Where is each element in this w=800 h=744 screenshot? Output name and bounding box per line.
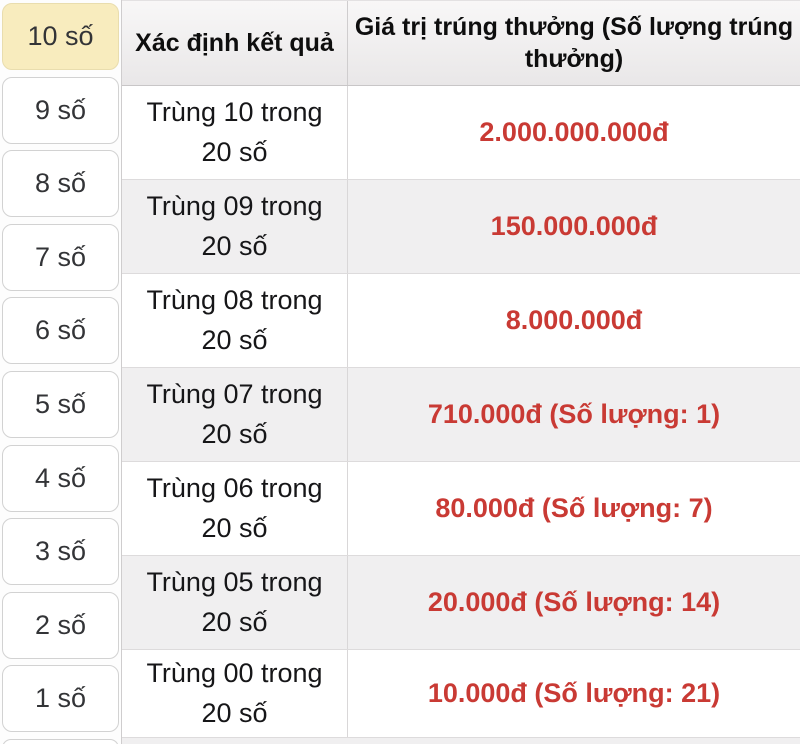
- header-match-column: Xác định kết quả: [122, 1, 348, 85]
- sidebar-item-3-so[interactable]: 3 số: [2, 518, 119, 586]
- header-prize-column: Giá trị trúng thưởng (Số lượng trúng thư…: [348, 1, 800, 85]
- prize-cell: 150.000.000đ: [490, 211, 658, 241]
- sidebar-item-1-so[interactable]: 1 số: [2, 665, 119, 733]
- match-text: 20 số: [201, 136, 268, 167]
- table-row: Trùng 05 trong 20 số 20.000đ (Số lượng: …: [122, 556, 800, 650]
- prize-table-header: Xác định kết quả Giá trị trúng thưởng (S…: [122, 0, 800, 86]
- match-cell: Trùng 05 trong 20 số: [122, 556, 348, 649]
- sidebar-item-5-so[interactable]: 5 số: [2, 370, 119, 438]
- prize-cell: 20.000đ (Số lượng: 14): [427, 587, 721, 617]
- match-cell: Trùng 00 trong 20 số: [122, 650, 348, 737]
- table-row: Trùng 00 trong 20 số 10.000đ (Số lượng: …: [122, 650, 800, 738]
- table-row: Trùng 08 trong 20 số 8.000.000đ: [122, 274, 800, 368]
- sidebar-item-6-so[interactable]: 6 số: [2, 297, 119, 365]
- sidebar-item-9-so[interactable]: 9 số: [2, 76, 119, 144]
- sidebar-item-4-so[interactable]: 4 số: [2, 444, 119, 512]
- match-text: 20 số: [201, 606, 268, 637]
- header-prize-column-label: Giá trị trúng thưởng (Số lượng trúng thư…: [354, 12, 794, 74]
- match-text: 20 số: [201, 697, 268, 728]
- next-row-sliver: [122, 738, 800, 744]
- match-text: Trùng 00 trong: [146, 658, 323, 689]
- sidebar-item-7-so[interactable]: 7 số: [2, 223, 119, 291]
- sidebar-item-2-so[interactable]: 2 số: [2, 591, 119, 659]
- match-text: Trùng 08 trong: [146, 285, 323, 316]
- prize-cell: 2.000.000.000đ: [479, 117, 669, 147]
- table-row: Trùng 10 trong 20 số 2.000.000.000đ: [122, 86, 800, 180]
- sidebar-item-8-so[interactable]: 8 số: [2, 150, 119, 218]
- match-cell: Trùng 06 trong 20 số: [122, 462, 348, 555]
- table-row: Trùng 07 trong 20 số 710.000đ (Số lượng:…: [122, 368, 800, 462]
- prize-cell: 10.000đ (Số lượng: 21): [427, 678, 721, 708]
- table-row: Trùng 09 trong 20 số 150.000.000đ: [122, 180, 800, 274]
- prize-cell: 710.000đ (Số lượng: 1): [427, 399, 721, 429]
- pick-count-sidebar: 10 số 9 số 8 số 7 số 6 số 5 số 4 số 3 số…: [0, 0, 121, 744]
- match-text: Trùng 06 trong: [146, 473, 323, 504]
- sidebar-item-10-so[interactable]: 10 số: [2, 3, 119, 70]
- prize-cell: 8.000.000đ: [505, 305, 643, 335]
- prize-table: Xác định kết quả Giá trị trúng thưởng (S…: [121, 0, 800, 744]
- prize-cell: 80.000đ (Số lượng: 7): [435, 493, 713, 523]
- match-cell: Trùng 08 trong 20 số: [122, 274, 348, 367]
- match-text: Trùng 09 trong: [146, 191, 323, 222]
- match-text: 20 số: [201, 512, 268, 543]
- match-text: 20 số: [201, 418, 268, 449]
- match-text: 20 số: [201, 230, 268, 261]
- match-cell: Trùng 07 trong 20 số: [122, 368, 348, 461]
- sidebar-item-partial[interactable]: [2, 738, 119, 744]
- match-cell: Trùng 10 trong 20 số: [122, 86, 348, 179]
- match-text: Trùng 07 trong: [146, 379, 323, 410]
- match-text: Trùng 10 trong: [146, 97, 323, 128]
- match-text: 20 số: [201, 324, 268, 355]
- table-row: Trùng 06 trong 20 số 80.000đ (Số lượng: …: [122, 462, 800, 556]
- match-cell: Trùng 09 trong 20 số: [122, 180, 348, 273]
- match-text: Trùng 05 trong: [146, 567, 323, 598]
